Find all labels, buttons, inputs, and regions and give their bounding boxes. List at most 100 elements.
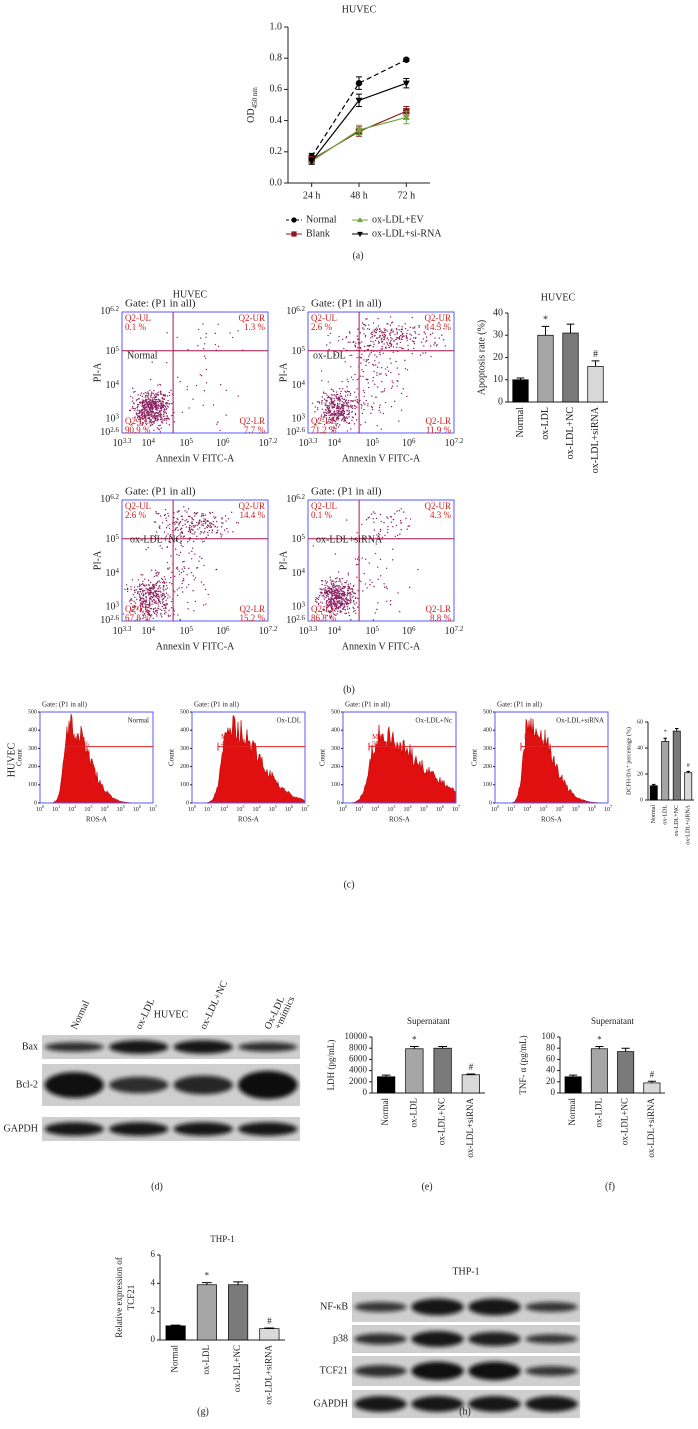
event-dot	[333, 613, 336, 616]
event-dot	[151, 408, 154, 410]
event-dot	[186, 601, 189, 604]
sample-label: ox-LDL	[313, 350, 346, 361]
event-dot	[357, 597, 359, 600]
event-dot	[142, 597, 145, 600]
x-tick-label: 107.2	[445, 625, 464, 638]
x-tick-label: 104	[556, 804, 565, 813]
event-dot	[329, 579, 332, 581]
event-dot	[155, 408, 157, 411]
event-dot	[375, 329, 377, 332]
event-dot	[370, 333, 372, 335]
x-axis-label: ROS-A	[238, 816, 259, 824]
y-tick-label: 20	[546, 1076, 556, 1086]
event-dot	[142, 412, 144, 414]
event-dot	[377, 566, 379, 568]
x-axis-label: Annexin V FITC-A	[156, 641, 235, 652]
event-dot	[327, 595, 329, 598]
event-dot	[175, 567, 178, 569]
event-dot	[336, 590, 338, 592]
event-dot	[158, 415, 160, 418]
event-dot	[398, 335, 401, 338]
event-dot	[330, 598, 333, 600]
event-dot	[163, 405, 165, 407]
event-dot	[151, 417, 154, 419]
event-dot	[149, 419, 151, 421]
tick-exponent: 5	[189, 437, 193, 445]
event-dot	[364, 336, 367, 338]
event-dot	[142, 611, 144, 613]
point	[402, 80, 410, 87]
event-dot	[320, 593, 322, 595]
event-dot	[392, 330, 394, 332]
event-dot	[224, 515, 227, 517]
event-dot	[150, 614, 153, 616]
event-dot	[208, 529, 210, 532]
tick-base: 10	[328, 626, 338, 637]
event-dot	[159, 410, 161, 413]
event-dot	[190, 571, 193, 574]
event-dot	[179, 521, 181, 524]
event-dot	[342, 403, 344, 406]
event-dot	[343, 599, 345, 602]
event-dot	[149, 581, 152, 584]
event-dot	[229, 332, 231, 334]
x-tick-label: 103.3	[299, 437, 318, 450]
x-tick-label: 103.3	[299, 625, 318, 638]
event-dot	[350, 366, 352, 368]
event-dot	[152, 407, 155, 409]
event-dot	[138, 401, 141, 404]
blot-band	[525, 1334, 578, 1344]
tick-base: 10	[220, 807, 226, 813]
quadrant-name: Q2-LL	[311, 416, 336, 426]
event-dot	[330, 602, 333, 605]
event-dot	[392, 321, 394, 323]
event-dot	[192, 529, 194, 531]
event-dot	[347, 602, 349, 604]
event-dot	[413, 341, 415, 343]
event-dot	[406, 339, 408, 342]
event-dot	[159, 527, 161, 530]
tick-base: 10	[106, 380, 116, 391]
y-tick-label: 300	[331, 746, 340, 752]
event-dot	[153, 401, 155, 403]
blot-band	[44, 1072, 104, 1098]
sample-label: Ox-LDL	[277, 717, 302, 725]
event-dot	[175, 520, 177, 523]
event-dot	[204, 518, 207, 520]
event-dot	[332, 600, 335, 602]
event-dot	[192, 398, 194, 400]
event-dot	[191, 528, 193, 530]
gate-name: M1	[221, 733, 231, 741]
event-dot	[390, 515, 392, 518]
event-dot	[155, 602, 157, 605]
event-dot	[355, 602, 358, 604]
event-dot	[368, 355, 370, 357]
event-dot	[171, 414, 173, 417]
event-dot	[386, 587, 388, 590]
event-dot	[389, 324, 392, 326]
event-dot	[332, 602, 334, 604]
event-dot	[152, 595, 155, 597]
event-dot	[434, 337, 436, 339]
event-dot	[180, 531, 183, 534]
event-dot	[336, 600, 338, 602]
event-dot	[374, 512, 376, 515]
event-dot	[203, 390, 206, 392]
event-dot	[341, 418, 344, 420]
event-dot	[145, 597, 147, 599]
event-dot	[372, 518, 374, 520]
event-dot	[379, 411, 382, 413]
event-dot	[325, 344, 328, 346]
event-dot	[329, 342, 331, 344]
tick-base: 10	[355, 807, 361, 813]
event-dot	[370, 405, 373, 408]
event-dot	[170, 576, 172, 579]
event-dot	[145, 406, 148, 409]
event-dot	[442, 339, 445, 341]
event-dot	[341, 403, 343, 406]
event-dot	[162, 581, 164, 584]
event-dot	[425, 327, 427, 329]
event-dot	[342, 592, 344, 595]
event-dot	[346, 390, 349, 392]
event-dot	[344, 390, 346, 393]
